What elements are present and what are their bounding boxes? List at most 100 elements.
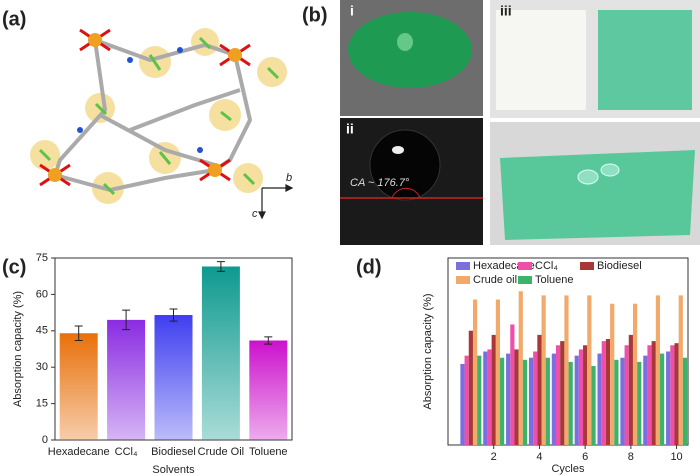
bar xyxy=(587,295,592,445)
bar xyxy=(610,303,615,445)
bar xyxy=(518,291,523,445)
legend-swatch xyxy=(456,276,470,284)
x-tick-label: 4 xyxy=(536,451,542,463)
bar xyxy=(468,330,473,445)
bar xyxy=(201,266,240,440)
bar xyxy=(597,353,602,445)
legend-swatch xyxy=(580,262,594,270)
bar xyxy=(460,363,465,445)
bar xyxy=(528,357,534,445)
photo-label: iii xyxy=(500,3,512,19)
y-tick-label: 30 xyxy=(36,361,48,373)
legend-swatch xyxy=(518,276,532,284)
x-tick-label: 8 xyxy=(628,451,634,463)
legend-swatch xyxy=(456,262,470,270)
bar xyxy=(514,349,519,445)
bar xyxy=(560,341,565,445)
crystal-axis: b xyxy=(286,172,292,184)
bar xyxy=(107,319,146,440)
bar xyxy=(533,351,538,445)
legend-label: CCl₄ xyxy=(535,260,558,272)
bar xyxy=(522,359,528,445)
photo-label: ii xyxy=(346,121,354,137)
bar xyxy=(601,341,606,445)
crystal-structure xyxy=(30,28,294,220)
bar xyxy=(555,345,561,445)
bar xyxy=(59,333,98,440)
bar xyxy=(464,355,469,445)
crystal-axis: c xyxy=(252,208,258,220)
bar xyxy=(583,345,588,445)
bar xyxy=(154,315,193,440)
legend-label: Crude oil xyxy=(473,274,517,286)
x-tick-label: 6 xyxy=(582,451,588,463)
bar xyxy=(510,324,515,445)
bar xyxy=(541,295,546,445)
bar xyxy=(537,334,542,445)
bar xyxy=(670,345,675,445)
bar xyxy=(472,299,478,445)
bar xyxy=(500,357,505,445)
bar xyxy=(591,366,596,445)
x-tick-label: Hexadecane xyxy=(48,446,110,458)
legend-label: Toluene xyxy=(535,274,574,286)
bar xyxy=(666,351,671,445)
y-tick-label: 15 xyxy=(36,398,48,410)
panel-label: (d) xyxy=(356,256,382,278)
bar xyxy=(620,357,625,445)
photo-label: i xyxy=(350,3,354,19)
x-tick-label: CCl₄ xyxy=(115,446,138,458)
bar xyxy=(249,340,288,440)
x-axis-label: Solvents xyxy=(152,464,195,476)
y-axis-label: Absorption capacity (%) xyxy=(422,293,434,409)
error-bar xyxy=(216,261,225,272)
x-tick-label: Toluene xyxy=(249,446,288,458)
panel-label: (a) xyxy=(2,8,26,30)
error-bar xyxy=(169,308,178,322)
bar xyxy=(660,353,665,445)
panel-label: (b) xyxy=(302,4,328,26)
bar xyxy=(506,353,511,445)
panel-label: (c) xyxy=(2,256,26,278)
bar xyxy=(624,345,629,445)
y-tick-label: 75 xyxy=(36,252,48,264)
bar xyxy=(487,349,492,445)
bar xyxy=(674,343,679,445)
bar xyxy=(483,351,488,445)
bar xyxy=(651,341,656,445)
photos xyxy=(340,0,700,245)
y-tick-label: 45 xyxy=(36,325,48,337)
bar xyxy=(682,357,688,445)
x-tick-label: Biodiesel xyxy=(151,446,196,458)
bar xyxy=(477,355,482,445)
bar xyxy=(614,359,619,445)
error-bar xyxy=(264,336,273,345)
x-tick-label: 2 xyxy=(491,451,497,463)
bar xyxy=(545,357,550,445)
bar xyxy=(495,299,501,445)
bar xyxy=(605,339,611,445)
bar xyxy=(643,355,648,445)
bar xyxy=(578,349,584,445)
bar xyxy=(632,303,638,445)
bar xyxy=(574,355,579,445)
y-tick-label: 60 xyxy=(36,288,48,300)
x-axis-label: Cycles xyxy=(551,463,585,475)
bar xyxy=(551,353,556,445)
error-bar xyxy=(122,309,131,331)
bar xyxy=(678,295,683,445)
legend-label: Biodiesel xyxy=(597,260,642,272)
bar xyxy=(637,361,642,445)
error-bar xyxy=(74,325,83,342)
bar xyxy=(564,295,569,445)
bar xyxy=(647,345,652,445)
x-tick-label: Crude Oil xyxy=(198,446,244,458)
legend-swatch xyxy=(518,262,532,270)
x-tick-label: 10 xyxy=(670,451,682,463)
bar xyxy=(628,334,633,445)
bar xyxy=(655,295,661,445)
contact-angle: CA ~ 176.7° xyxy=(350,177,410,189)
y-tick-label: 0 xyxy=(42,434,48,446)
bar xyxy=(491,334,496,445)
